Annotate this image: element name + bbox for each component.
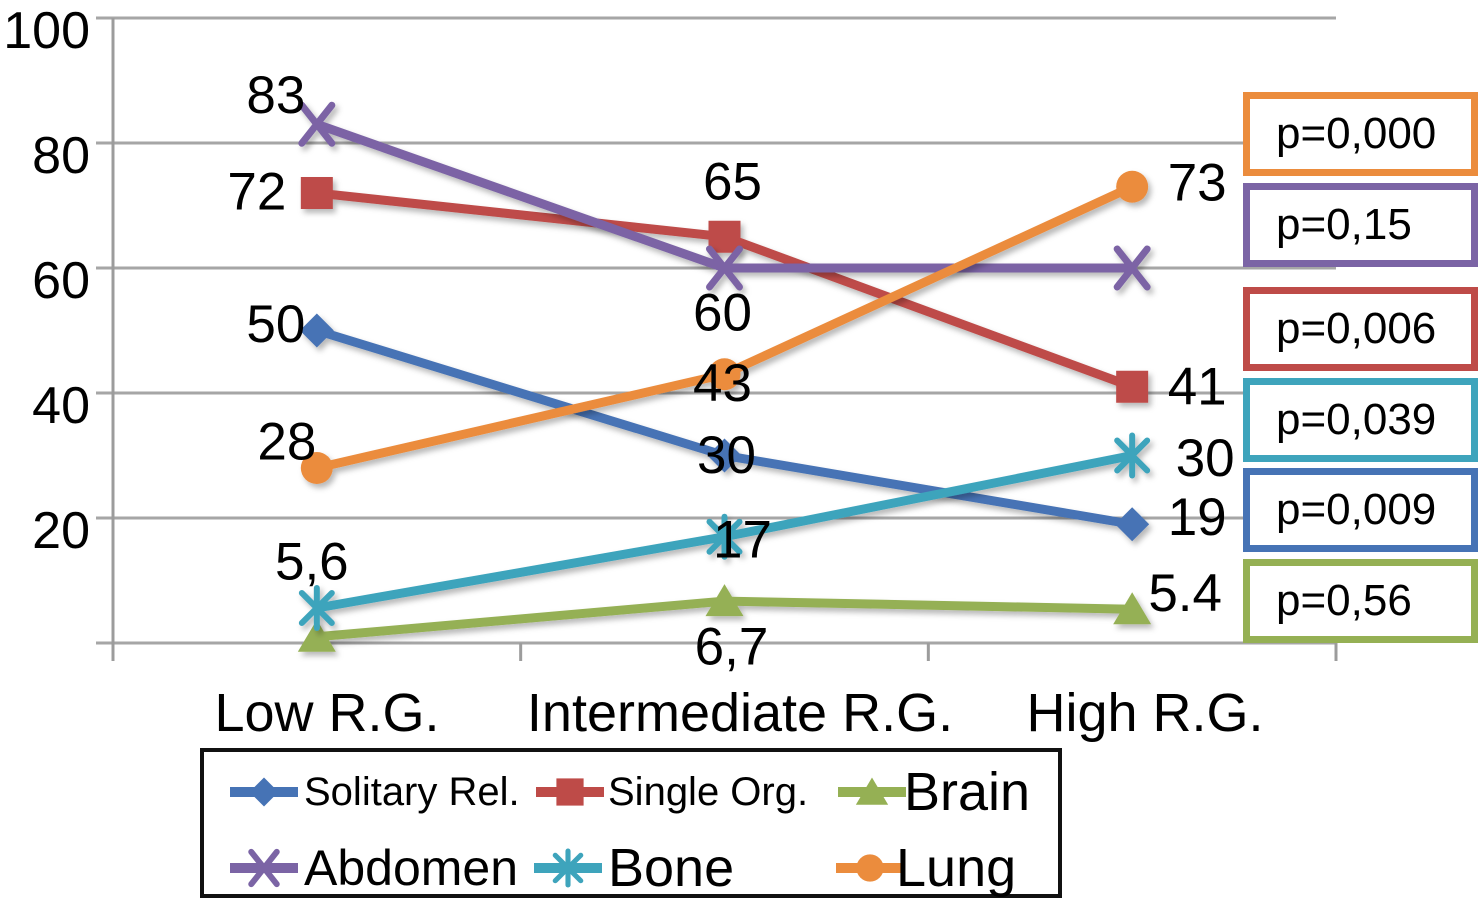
series-marker-asterisk [706,518,743,555]
pvalue-box-lung: p=0,000 [1243,92,1478,176]
series-marker-asterisk [552,852,584,884]
legend-label-single-org: Single Org. [608,770,809,814]
series-single-org [300,177,1149,403]
x-axis-label-intermediate: Intermediate R.G. [526,683,954,743]
series-marker-diamond [1115,507,1150,542]
legend-marker-x [230,848,298,888]
legend-marker-asterisk [534,848,602,888]
series-marker-asterisk [1114,437,1151,474]
pvalue-label: p=0,039 [1276,395,1437,444]
series-marker-square [556,778,584,806]
series-marker-square [708,220,741,253]
series-marker-triangle [297,619,336,652]
series-brain [297,584,1152,652]
series-marker-circle [300,452,333,484]
legend-label-lung: Lung [896,838,1017,898]
series-marker-x [706,245,743,291]
pvalue-label: p=0,006 [1276,304,1437,353]
data-label-brain: 6,7 [695,618,769,677]
data-label-solitary-rel: 50 [246,295,305,354]
pvalue-box-brain: p=0,56 [1243,559,1478,643]
pvalue-box-bone: p=0,039 [1243,378,1478,462]
legend-label-abdomen: Abdomen [304,840,519,896]
pvalue-label: p=0,15 [1276,200,1412,249]
series-marker-x [298,101,336,147]
pvalue-label: p=0,000 [1276,109,1437,158]
data-label-single-org: 72 [227,163,286,222]
data-label-bone: 17 [713,510,772,569]
series-marker-circle [856,854,884,882]
y-axis-tick-label: 60 [32,252,90,310]
legend-label-bone: Bone [608,838,735,898]
data-label-abdomen: 83 [246,66,305,125]
pvalue-label: p=0,56 [1276,576,1412,625]
legend-marker-square [536,778,604,806]
legend-label-solitary-rel: Solitary Rel. [304,770,520,814]
data-label-bone: 30 [1176,429,1235,488]
series-abdomen [298,101,1151,291]
y-axis-tick-label: 40 [32,377,90,435]
data-label-solitary-rel: 19 [1168,488,1227,547]
series-marker-triangle [855,777,889,805]
data-label-single-org: 65 [703,152,762,211]
y-axis-tick-label: 80 [32,127,90,185]
y-axis-tick-label: 100 [3,2,90,60]
series-marker-square [300,177,333,209]
y-axis-tick-label: 20 [32,502,90,560]
data-label-solitary-rel: 30 [697,426,756,485]
x-axis-label-low: Low R.G. [214,683,440,743]
legend-label-brain: Brain [904,762,1031,822]
series-marker-circle [708,358,741,391]
series-marker-asterisk [298,590,335,626]
series-marker-triangle [1113,592,1152,625]
legend-marker-triangle [838,777,906,805]
series-marker-diamond [299,313,334,348]
series-marker-diamond [707,438,742,473]
series-marker-diamond [249,777,279,807]
series-marker-x [248,848,280,888]
data-label-brain: 5.4 [1148,564,1222,623]
legend: Solitary Rel. Single Org. Brain Abdomen Bone… [200,748,1062,898]
legend-marker-circle [836,854,904,882]
data-label-abdomen: 60 [693,284,752,343]
data-label-bone: 5,6 [275,533,349,592]
pvalue-box-abdomen: p=0,15 [1243,183,1478,267]
series-marker-triangle [705,584,744,617]
legend-marker-diamond [230,777,298,807]
series-marker-square [1116,370,1149,403]
data-label-lung: 28 [257,413,316,472]
data-label-single-org: 41 [1168,357,1227,416]
pvalue-box-solitary: p=0,009 [1243,468,1478,552]
x-axis-label-high: High R.G. [1026,683,1264,743]
series-bone [298,432,1151,631]
data-label-lung: 43 [693,354,752,413]
pvalue-label: p=0,009 [1276,485,1437,534]
series-lung [300,170,1149,484]
series-marker-circle [1116,170,1149,203]
data-label-lung: 73 [1168,153,1227,212]
pvalue-box-single-org: p=0,006 [1243,287,1478,371]
series-solitary-rel [299,313,1150,542]
series-marker-x [1113,245,1151,291]
